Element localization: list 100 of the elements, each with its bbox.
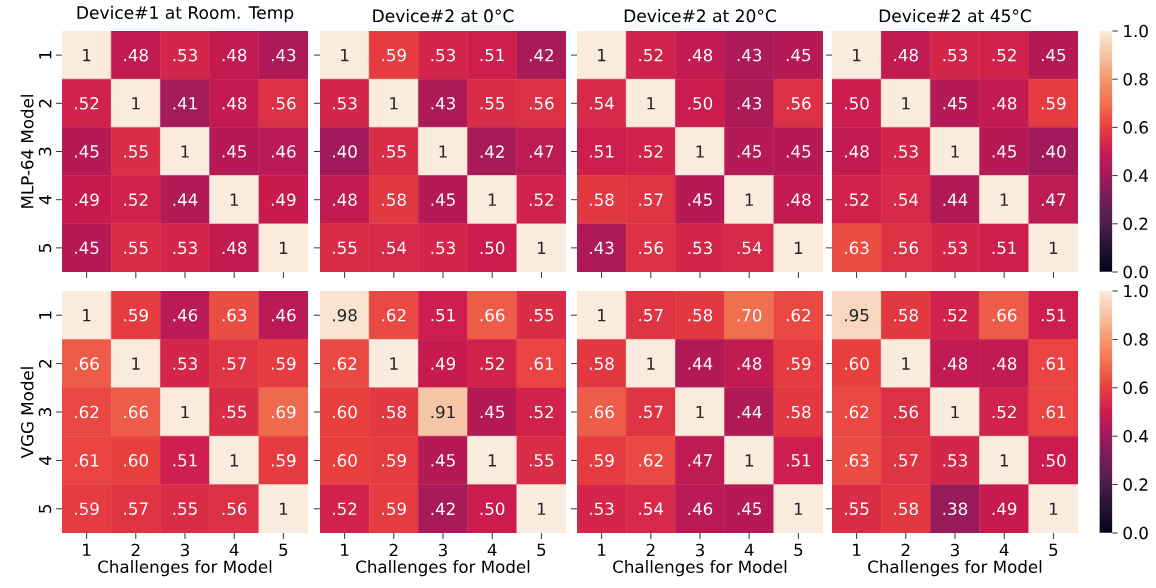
x-tick-label: 1 xyxy=(598,543,606,556)
data-label: 1 xyxy=(279,502,288,515)
chart-title: Device#2 at 45°C xyxy=(879,9,1031,23)
data-label: .59 xyxy=(1041,96,1066,110)
data-label: .62 xyxy=(382,308,406,322)
x-tick-label: 3 xyxy=(180,543,189,557)
data-label: .54 xyxy=(639,502,664,515)
data-label: .50 xyxy=(480,241,505,255)
data-label: .70 xyxy=(737,308,762,322)
data-label: .59 xyxy=(124,308,148,322)
data-label: 1 xyxy=(902,357,910,370)
x-tick-label: 1 xyxy=(853,543,861,556)
data-label: .48 xyxy=(992,96,1017,110)
data-label: .51 xyxy=(1041,309,1066,322)
data-label: .43 xyxy=(590,241,614,255)
data-label: 1 xyxy=(598,309,606,322)
data-label: .51 xyxy=(992,241,1016,255)
y-tick-label: 5 xyxy=(38,244,52,252)
data-label: .57 xyxy=(894,454,918,467)
data-label: .45 xyxy=(943,97,967,110)
data-label: .56 xyxy=(529,96,554,110)
data-label: .45 xyxy=(431,193,455,206)
data-label: .53 xyxy=(431,241,455,255)
data-label: 1 xyxy=(794,502,803,515)
x-tick-label: 4 xyxy=(999,543,1009,556)
data-label: .60 xyxy=(333,405,357,419)
data-label: .61 xyxy=(75,454,99,467)
data-label: .52 xyxy=(124,193,148,206)
y-tick-label: 1 xyxy=(39,51,52,59)
color-bar-label: 0.0 xyxy=(1123,526,1148,540)
data-label: .55 xyxy=(480,97,504,110)
data-label: 1 xyxy=(1049,502,1058,515)
data-label: .55 xyxy=(529,454,554,467)
data-label: 1 xyxy=(279,241,288,254)
data-label: .50 xyxy=(480,502,505,516)
chart-title: Device#1 at Room. Temp xyxy=(77,5,294,23)
color-bar-label: 0.6 xyxy=(1123,121,1148,134)
data-label: .45 xyxy=(1041,48,1066,62)
data-label: .66 xyxy=(124,405,149,419)
data-label: .48 xyxy=(943,357,968,370)
x-tick-label: 4 xyxy=(229,543,239,556)
data-label: .55 xyxy=(124,145,148,158)
x-tick-label: 2 xyxy=(389,543,398,557)
data-label: .45 xyxy=(75,145,99,158)
data-label: .52 xyxy=(845,193,869,206)
data-label: .55 xyxy=(333,241,357,255)
data-label: .59 xyxy=(786,357,811,370)
data-label: .60 xyxy=(333,454,357,467)
data-label: .45 xyxy=(737,502,761,515)
data-label: .49 xyxy=(75,193,99,206)
data-label: .91 xyxy=(431,405,455,419)
data-label: 1 xyxy=(1000,193,1008,206)
data-label: .59 xyxy=(382,48,406,62)
data-label: .62 xyxy=(786,308,810,322)
data-label: .58 xyxy=(590,357,614,370)
data-label: .48 xyxy=(894,48,918,62)
data-label: 1 xyxy=(181,405,189,419)
data-label: .59 xyxy=(271,454,296,467)
data-label: .48 xyxy=(124,48,148,62)
data-label: .45 xyxy=(688,193,712,206)
data-label: .44 xyxy=(173,193,198,206)
data-label: .42 xyxy=(431,502,455,515)
chart-title: Device#2 at 0°C xyxy=(373,9,514,23)
data-label: .51 xyxy=(173,454,197,467)
data-label: 1 xyxy=(951,405,959,419)
data-label: .55 xyxy=(529,309,554,322)
data-label: 1 xyxy=(1000,454,1008,467)
data-label: .45 xyxy=(992,145,1016,158)
data-label: .59 xyxy=(271,357,296,370)
y-tick-label: 4 xyxy=(39,456,52,465)
data-label: .56 xyxy=(639,241,664,255)
data-label: .58 xyxy=(382,405,406,419)
data-label: 1 xyxy=(439,145,447,158)
data-label: .43 xyxy=(737,48,762,62)
color-bar-label: 0.4 xyxy=(1123,429,1148,443)
data-label: .45 xyxy=(222,145,246,158)
data-label: .53 xyxy=(943,48,967,62)
data-label: .62 xyxy=(333,357,357,370)
data-label: .46 xyxy=(688,502,713,516)
data-label: .50 xyxy=(845,96,869,110)
data-label: .46 xyxy=(271,145,296,158)
color-bar-label: 1.0 xyxy=(1124,284,1148,298)
data-label: 1 xyxy=(853,49,861,62)
data-label: .48 xyxy=(786,193,811,206)
data-label: .58 xyxy=(590,193,614,206)
data-label: .50 xyxy=(1041,454,1066,467)
x-tick-label: 3 xyxy=(695,543,704,557)
data-label: .66 xyxy=(992,308,1017,322)
x-tick-label: 3 xyxy=(438,543,447,557)
data-label: .59 xyxy=(590,454,614,467)
data-label: .40 xyxy=(333,145,357,158)
data-label: .52 xyxy=(639,48,663,62)
x-tick-label: 5 xyxy=(1049,543,1058,557)
data-label: 1 xyxy=(696,405,704,419)
data-label: .43 xyxy=(271,48,296,62)
data-label: .53 xyxy=(943,454,967,467)
data-label: .61 xyxy=(1041,357,1066,370)
data-label: .49 xyxy=(271,193,296,206)
data-label: .55 xyxy=(222,405,246,419)
x-axis-title: Challenges for Model xyxy=(868,560,1042,577)
